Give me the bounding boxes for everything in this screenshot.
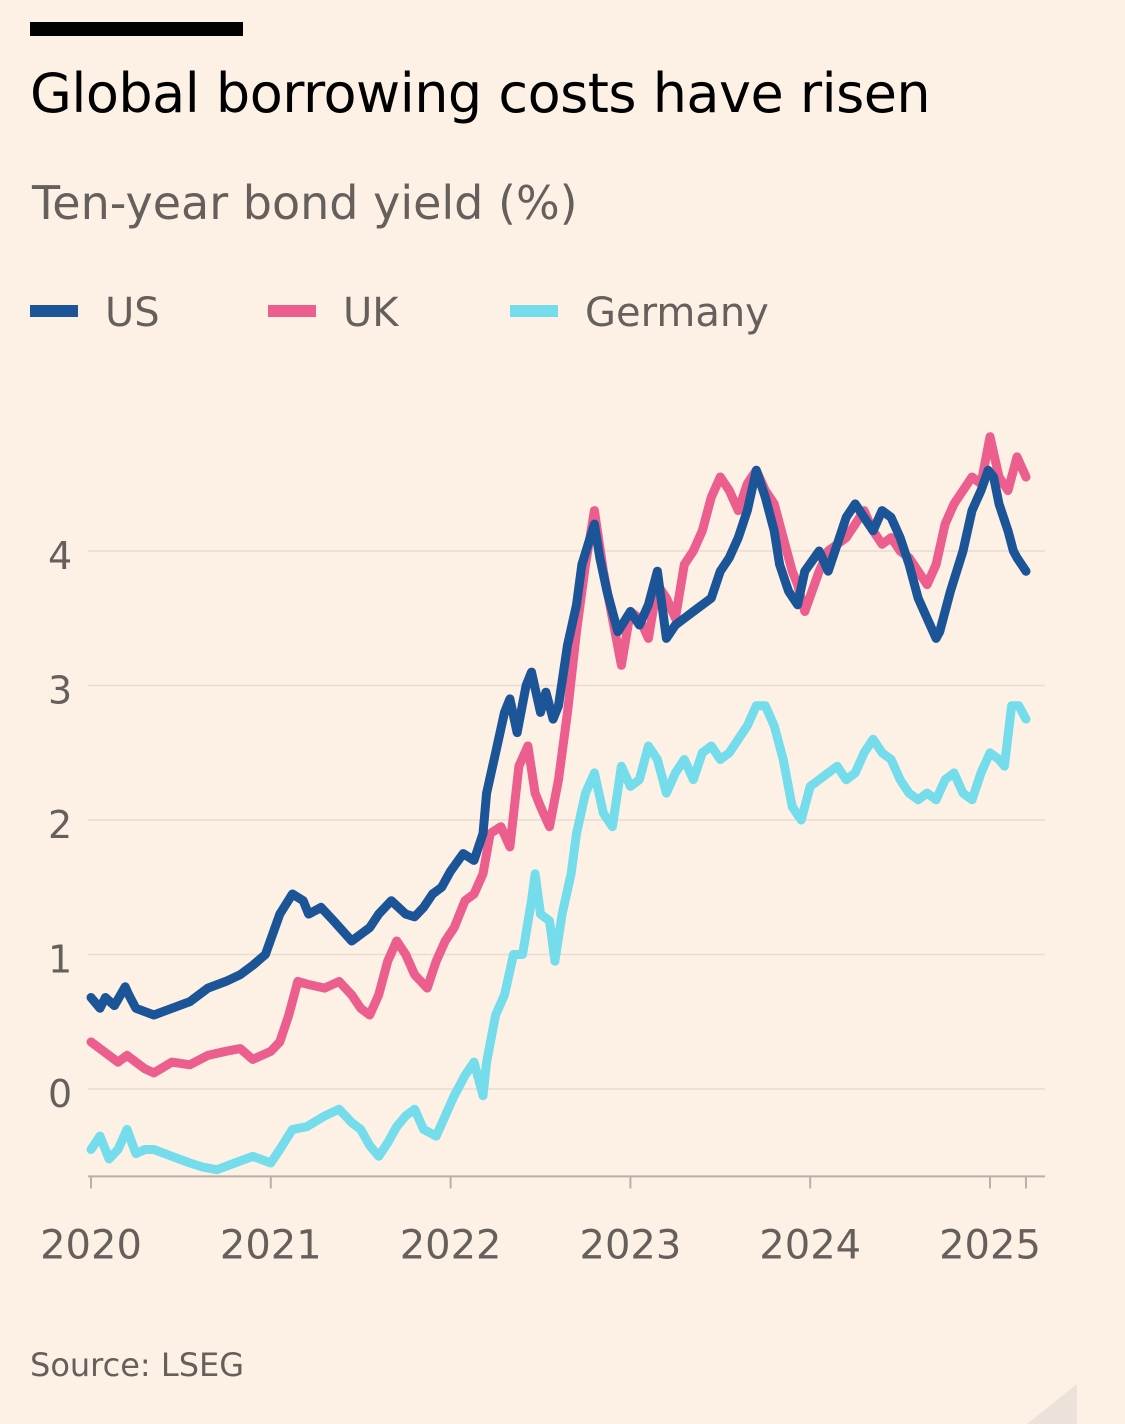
y-tick-label-2: 2 <box>48 803 72 847</box>
x-tick-label-2025: 2025 <box>939 1222 1041 1268</box>
legend-label-us: US <box>105 290 160 336</box>
x-tick-label-2021: 2021 <box>220 1222 322 1268</box>
legend: US UK Germany <box>30 288 1030 338</box>
series-line-uk <box>86 432 1031 1078</box>
series-line-germany <box>86 701 1031 1175</box>
y-tick-label-1: 1 <box>48 938 72 982</box>
x-tick-label-2024: 2024 <box>759 1222 861 1268</box>
legend-label-uk: UK <box>343 290 399 336</box>
line-chart: 0 1 2 3 4 2020 2021 2022 2023 2024 2025 <box>40 432 1045 1268</box>
corner-fold-icon <box>1027 1384 1077 1424</box>
y-tick-label-0: 0 <box>48 1072 72 1116</box>
x-tick-label-2022: 2022 <box>400 1222 502 1268</box>
legend-swatch-uk <box>268 305 316 317</box>
y-tick-label-3: 3 <box>48 669 72 713</box>
y-tick-label-4: 4 <box>48 534 72 578</box>
x-tick-label-2020: 2020 <box>40 1222 142 1268</box>
header-bar <box>30 22 243 36</box>
chart-title: Global borrowing costs have risen <box>30 62 931 125</box>
legend-swatch-germany <box>510 305 558 317</box>
legend-label-germany: Germany <box>585 290 769 336</box>
legend-swatch-us <box>30 305 78 317</box>
source-note: Source: LSEG <box>30 1346 245 1384</box>
x-tick-label-2023: 2023 <box>580 1222 682 1268</box>
chart-subtitle: Ten-year bond yield (%) <box>32 176 578 230</box>
series-line-us <box>86 465 1031 1020</box>
